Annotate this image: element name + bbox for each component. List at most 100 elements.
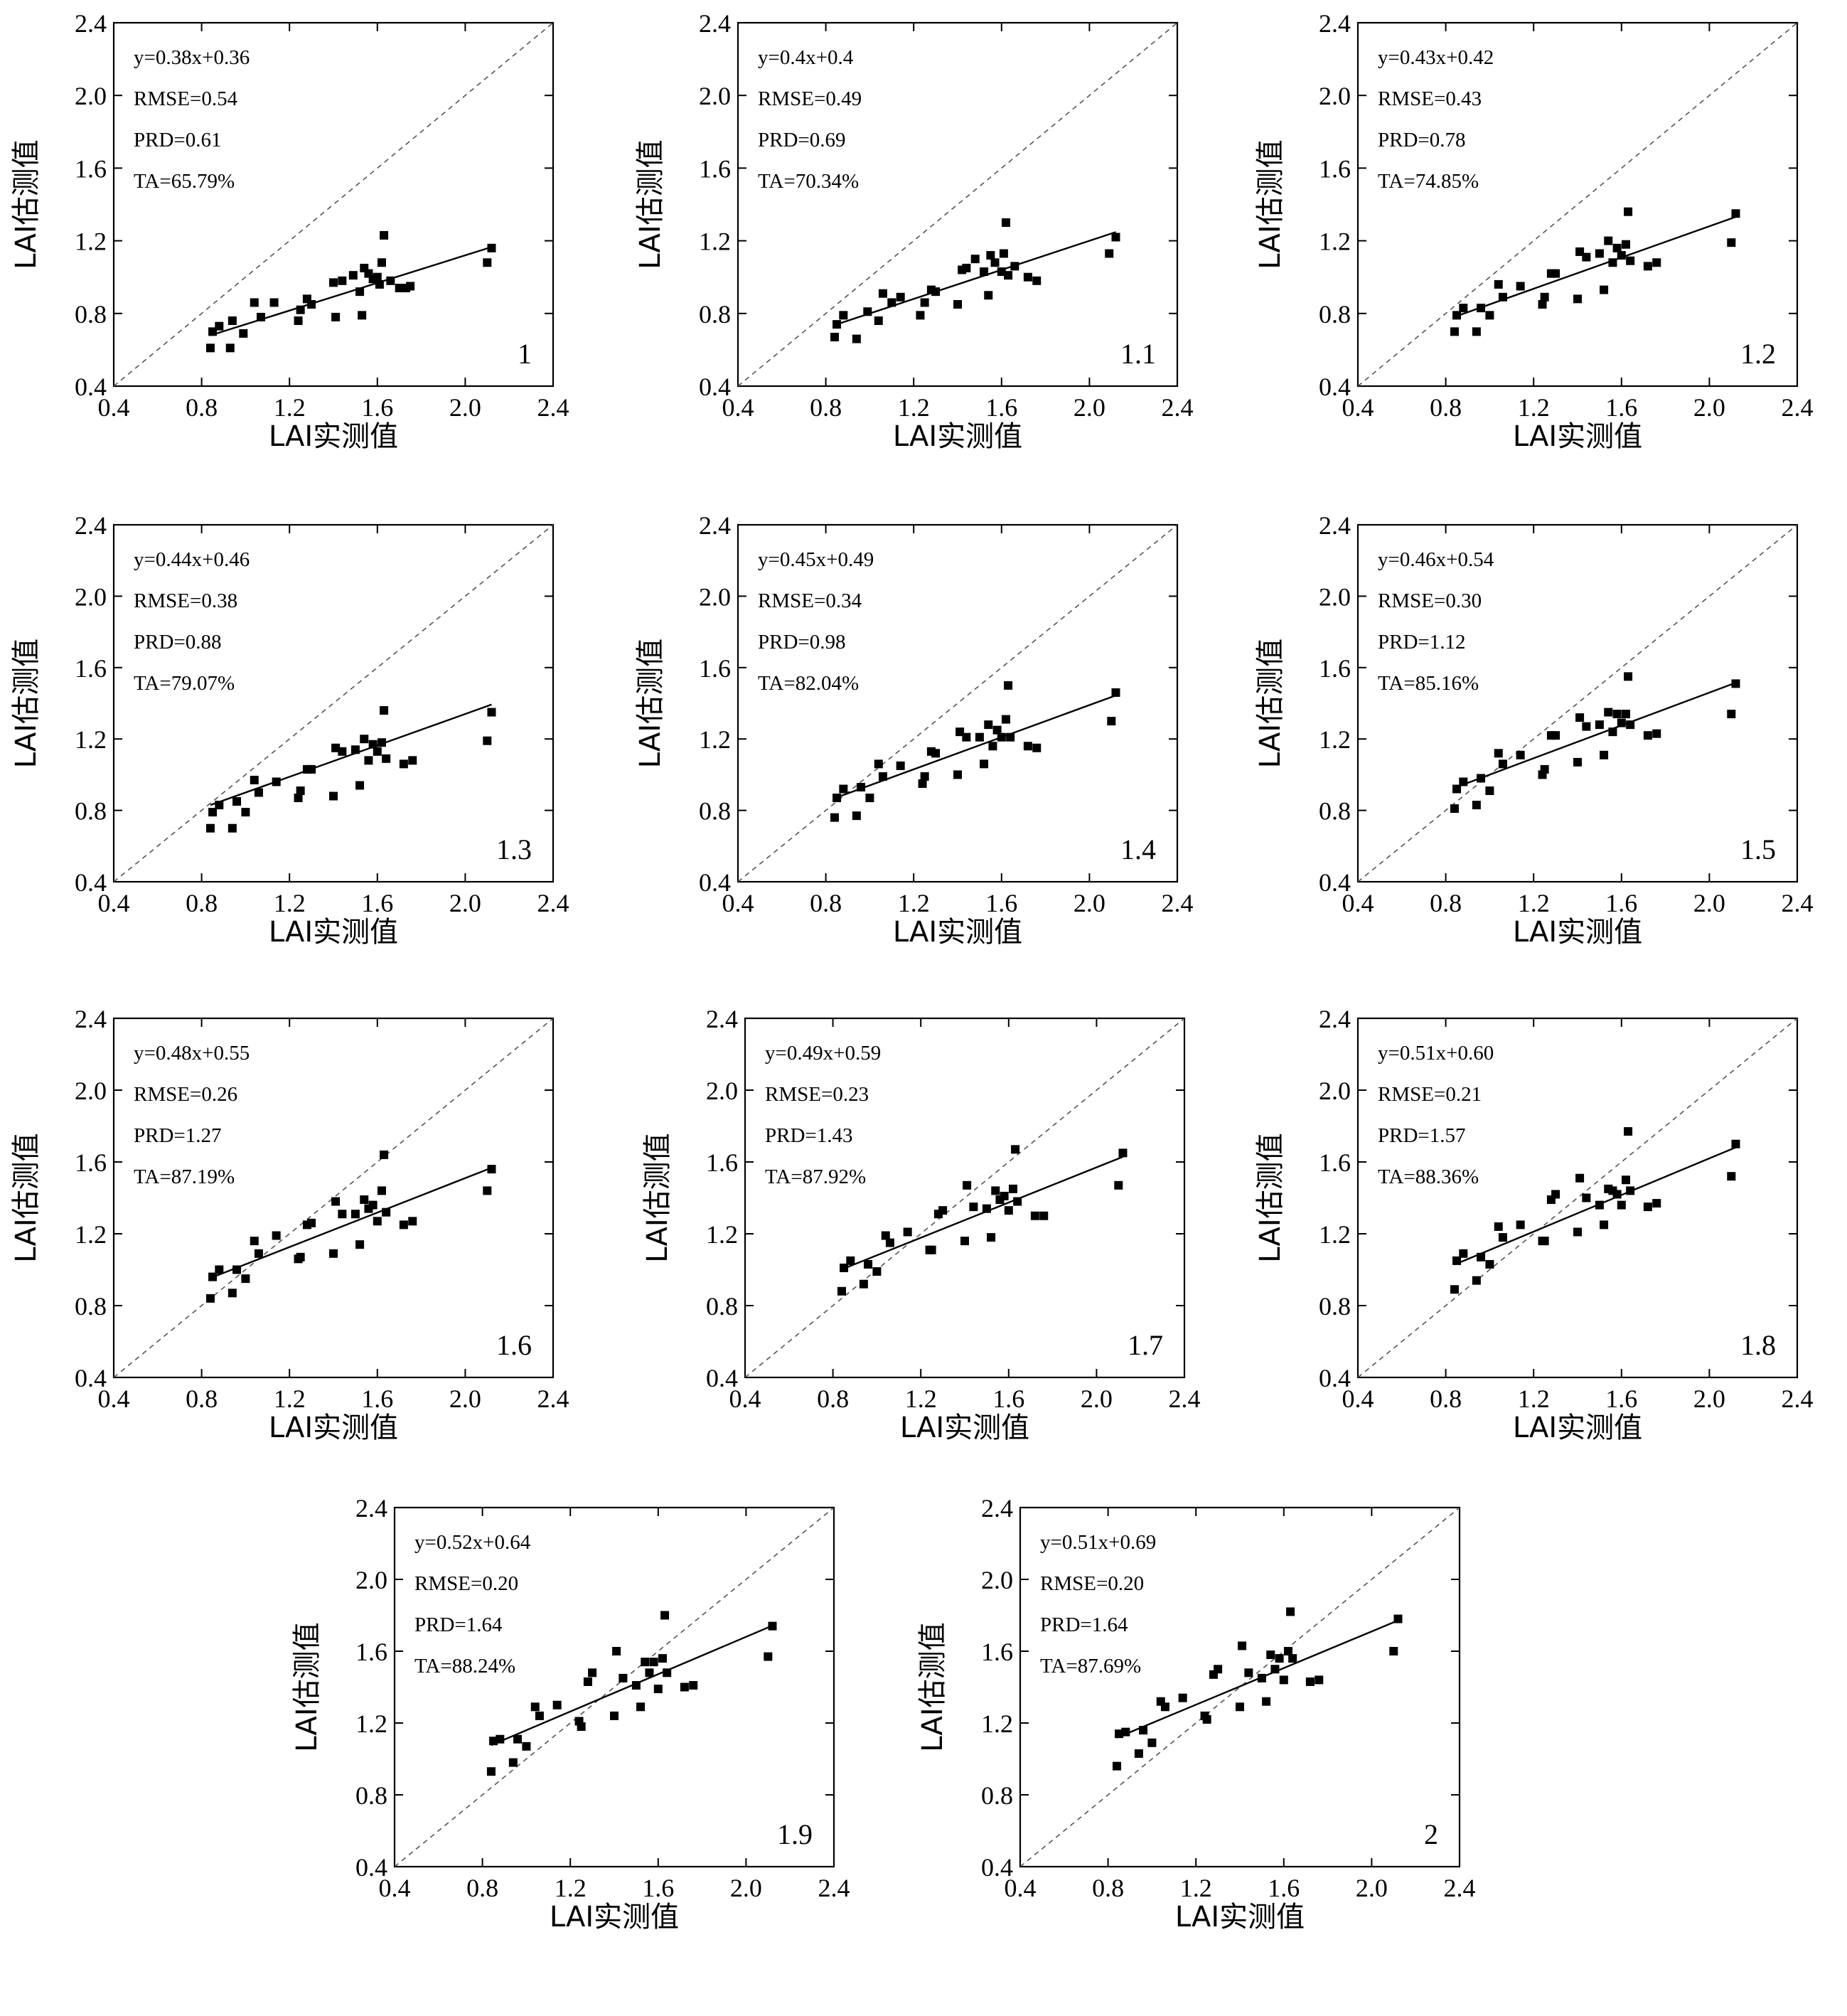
reference-line (114, 1018, 553, 1377)
data-point (1115, 1729, 1124, 1739)
x-tick-label: 0.4 (98, 1385, 130, 1413)
data-point (399, 1220, 408, 1230)
data-point (1477, 1252, 1486, 1262)
y-tick-label: 0.8 (706, 1292, 738, 1321)
data-point (660, 1611, 670, 1620)
panel-label: 1.2 (1740, 338, 1776, 370)
stat-line: RMSE=0.54 (134, 87, 238, 110)
data-point (839, 784, 848, 794)
data-point (1244, 1668, 1253, 1678)
y-tick-label: 0.4 (355, 1853, 387, 1882)
x-tick-label: 1.6 (1605, 1385, 1637, 1413)
y-axis-title: LAI估测值 (10, 1133, 43, 1262)
panel-label: 2 (1424, 1818, 1438, 1850)
data-point (663, 1668, 672, 1678)
y-tick-label: 2.0 (75, 582, 107, 611)
data-point (927, 1245, 936, 1254)
data-point (522, 1742, 531, 1751)
stat-line: y=0.51x+0.60 (1378, 1042, 1494, 1065)
x-tick-label: 0.8 (817, 1385, 849, 1413)
data-point (1032, 743, 1042, 752)
y-tick-label: 1.2 (75, 725, 107, 754)
data-point (1023, 272, 1032, 282)
data-point (830, 333, 839, 342)
data-point (250, 298, 259, 307)
y-tick-label: 0.4 (699, 373, 731, 401)
x-tick-label: 2.0 (1693, 1385, 1725, 1413)
data-point (307, 300, 316, 309)
data-point (358, 311, 367, 320)
y-tick-label: 2.4 (355, 1494, 387, 1522)
data-point (953, 300, 962, 309)
y-axis-title: LAI估测值 (291, 1622, 323, 1751)
y-tick-label: 0.8 (75, 1292, 107, 1321)
stat-line: TA=88.36% (1378, 1166, 1479, 1188)
data-point (1393, 1614, 1403, 1623)
stat-line: y=0.45x+0.49 (758, 548, 874, 571)
data-point (1626, 720, 1635, 730)
fit-line (1454, 681, 1736, 789)
x-axis-title: LAI实测值 (893, 420, 1022, 453)
data-point (859, 1279, 868, 1289)
data-point (997, 267, 1006, 277)
y-tick-label: 0.8 (1319, 797, 1351, 826)
data-point (963, 1180, 972, 1190)
data-point (1450, 804, 1459, 814)
data-point (1214, 1665, 1223, 1674)
y-axis-title: LAI估测值 (1254, 1133, 1287, 1262)
stat-line: RMSE=0.20 (1040, 1572, 1144, 1595)
x-tick-label: 1.6 (361, 1385, 393, 1413)
data-point (373, 1217, 382, 1226)
panel-1-5: 0.4 0.8 1.2 1.6 2.0 2.4 0.4 0.8 1.2 1.6 2.0 2.4 LAI实… (1254, 511, 1814, 949)
stat-line: RMSE=0.38 (134, 590, 237, 612)
x-axis-title: LAI实测值 (550, 1901, 679, 1934)
data-point (689, 1680, 698, 1690)
data-point (386, 276, 395, 285)
x-tick-label: 1.6 (361, 393, 393, 422)
data-point (1160, 1702, 1169, 1712)
x-tick-label: 0.8 (1092, 1874, 1124, 1902)
data-point (1643, 1202, 1652, 1212)
data-point (610, 1711, 619, 1720)
y-tick-label: 1.6 (355, 1638, 387, 1666)
y-tick-label: 0.8 (355, 1781, 387, 1810)
data-point (489, 1737, 498, 1746)
data-point (653, 1685, 663, 1694)
fit-line (834, 231, 1116, 326)
stat-line: RMSE=0.49 (758, 87, 862, 110)
y-tick-label: 0.4 (1319, 868, 1351, 897)
reference-line (1020, 1508, 1460, 1867)
data-point (1595, 720, 1604, 730)
y-axis-title: LAI估测值 (10, 639, 43, 768)
stat-line: y=0.48x+0.55 (134, 1042, 250, 1065)
data-point (535, 1711, 544, 1720)
y-tick-label: 2.0 (75, 1077, 107, 1105)
stat-line: TA=79.07% (134, 672, 235, 695)
data-point (338, 747, 347, 756)
data-point (1731, 1139, 1740, 1148)
data-point (1608, 258, 1617, 267)
data-point (483, 1186, 492, 1195)
x-tick-label: 0.4 (722, 889, 754, 917)
data-point (375, 279, 384, 289)
data-point (368, 1200, 378, 1210)
data-point (350, 1210, 360, 1219)
data-point (329, 1249, 338, 1258)
data-point (857, 782, 866, 791)
data-point (1600, 1220, 1609, 1230)
data-point (641, 1658, 650, 1667)
y-tick-label: 0.8 (1319, 300, 1351, 329)
data-point (1139, 1726, 1148, 1735)
data-point (1283, 1647, 1292, 1655)
data-point (1643, 731, 1652, 740)
data-point (377, 1186, 386, 1195)
x-tick-label: 2.0 (730, 1874, 762, 1902)
plot-frame (112, 1017, 555, 1379)
y-axis-title: LAI估测值 (634, 639, 667, 768)
data-point (1111, 233, 1120, 242)
data-point (360, 735, 369, 744)
data-point (970, 255, 980, 264)
y-tick-label: 0.8 (75, 797, 107, 826)
x-tick-label: 2.4 (1782, 889, 1814, 917)
data-point (350, 745, 360, 754)
